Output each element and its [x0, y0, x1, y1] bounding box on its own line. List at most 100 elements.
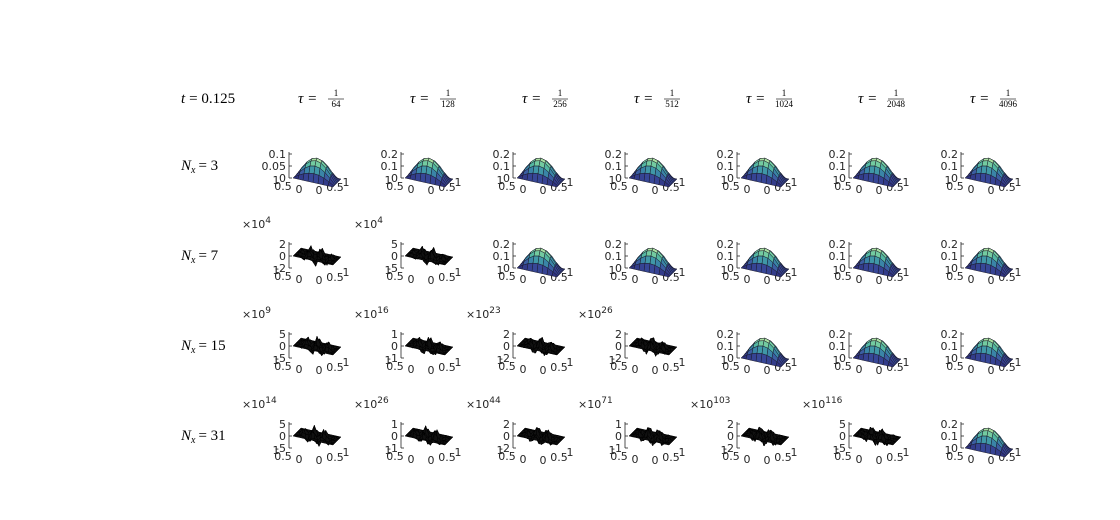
y-tick-label: 0 [408, 183, 415, 196]
row-sub: x [190, 435, 196, 446]
z-tick-label: 0 [951, 352, 958, 365]
x-tick-label: 0 [764, 454, 771, 467]
y-tick-label: 0.5 [610, 270, 628, 283]
row-rhs: = 15 [198, 338, 225, 354]
y-tick-label: 0.5 [834, 180, 852, 193]
y-tick-label: 1 [497, 354, 504, 367]
surface [404, 157, 454, 188]
z-tick-label: 0 [615, 262, 622, 275]
column-num: 1 [670, 88, 675, 98]
z-tick-label: 5 [279, 418, 286, 431]
z-tick-label: 2 [615, 328, 622, 341]
exponent-power: 23 [489, 306, 500, 316]
x-tick-label: 0 [652, 454, 659, 467]
z-tick-label: 0 [279, 340, 286, 353]
z-tick-label: 0 [279, 172, 286, 185]
y-tick-label: 0.5 [722, 180, 740, 193]
column-num: 1 [894, 88, 899, 98]
surface-patch [327, 181, 335, 188]
z-tick-label: 0.2 [717, 328, 735, 341]
y-tick-label: 0.5 [946, 450, 964, 463]
y-tick-label: 0 [968, 183, 975, 196]
z-tick-label: 0.2 [605, 238, 623, 251]
x-tick-label: 0 [428, 454, 435, 467]
x-tick-label: 0 [316, 454, 323, 467]
surface [292, 244, 342, 268]
y-tick-label: 1 [721, 264, 728, 277]
y-tick-label: 0.5 [946, 180, 964, 193]
column-num: 1 [446, 88, 451, 98]
y-tick-label: 0.5 [610, 450, 628, 463]
y-tick-label: 0.5 [498, 360, 516, 373]
y-tick-label: 0 [520, 363, 527, 376]
x-tick-label: 1 [903, 176, 910, 189]
row-sub: x [190, 345, 196, 356]
z-tick-label: 0.1 [605, 250, 623, 263]
z-tick-label: -5 [275, 352, 286, 365]
surface-patch [775, 271, 783, 278]
surface-patch [553, 443, 559, 446]
column-num: 1 [782, 88, 787, 98]
y-tick-label: 0.5 [498, 270, 516, 283]
exponent-power: 116 [825, 396, 842, 406]
x-tick-label: 1 [567, 266, 574, 279]
column-lhs: τ = [746, 91, 765, 107]
z-tick-label: 2 [279, 238, 286, 251]
y-tick-label: 0.5 [498, 450, 516, 463]
row-label: Nx = 7 [180, 248, 219, 266]
z-tick-label: 0.2 [381, 148, 399, 161]
exponent-power: 26 [601, 306, 613, 316]
exponent-power: 9 [265, 306, 271, 316]
z-tick-label: 0.2 [605, 148, 623, 161]
y-tick-label: 0 [520, 273, 527, 286]
x-tick-label: 0 [764, 184, 771, 197]
y-tick-label: 0 [632, 273, 639, 286]
surface-patch [551, 181, 559, 188]
surface [740, 337, 790, 368]
x-tick-label: 1 [679, 176, 686, 189]
x-tick-label: 0 [652, 364, 659, 377]
x-tick-label: 1 [343, 446, 350, 459]
x-tick-label: 1 [679, 446, 686, 459]
y-tick-label: 0.5 [386, 180, 404, 193]
x-tick-label: 1 [791, 176, 798, 189]
column-num: 1 [334, 88, 339, 98]
y-tick-label: 1 [945, 354, 952, 367]
y-tick-label: 0 [408, 363, 415, 376]
x-tick-label: 1 [343, 356, 350, 369]
x-tick-label: 0.5 [662, 361, 680, 374]
z-tick-label: -1 [611, 442, 622, 455]
z-tick-label: 0.1 [941, 160, 959, 173]
z-tick-label: 0.05 [262, 160, 287, 173]
z-tick-label: 0.1 [941, 430, 959, 443]
surface [964, 247, 1014, 278]
surface [964, 337, 1014, 368]
y-tick-label: 0 [744, 453, 751, 466]
z-tick-label: -5 [387, 262, 398, 275]
exponent-power: 16 [377, 306, 389, 316]
surface-patch [999, 451, 1007, 458]
exponent-base: ×10 [466, 308, 489, 321]
y-tick-label: 0.5 [834, 360, 852, 373]
y-tick-label: 0 [520, 183, 527, 196]
exponent-power: 14 [265, 396, 277, 406]
x-tick-label: 1 [1015, 356, 1022, 369]
y-tick-label: 1 [609, 444, 616, 457]
z-tick-label: 0.2 [941, 148, 959, 161]
corner-rhs: = 0.125 [189, 91, 235, 107]
surface-patch [441, 443, 447, 446]
z-tick-label: 0 [503, 172, 510, 185]
y-tick-label: 0.5 [722, 360, 740, 373]
surface [404, 245, 454, 267]
z-tick-label: -5 [835, 442, 846, 455]
z-tick-label: 0.2 [829, 148, 847, 161]
z-tick-label: 0 [279, 250, 286, 263]
z-tick-label: 0 [839, 352, 846, 365]
column-lhs: τ = [634, 91, 653, 107]
column-den: 4096 [999, 99, 1018, 109]
z-tick-label: 0 [951, 172, 958, 185]
y-tick-label: 0 [968, 453, 975, 466]
z-tick-label: 0.2 [829, 238, 847, 251]
exponent-power: 71 [601, 396, 612, 406]
y-tick-label: 0.5 [610, 180, 628, 193]
